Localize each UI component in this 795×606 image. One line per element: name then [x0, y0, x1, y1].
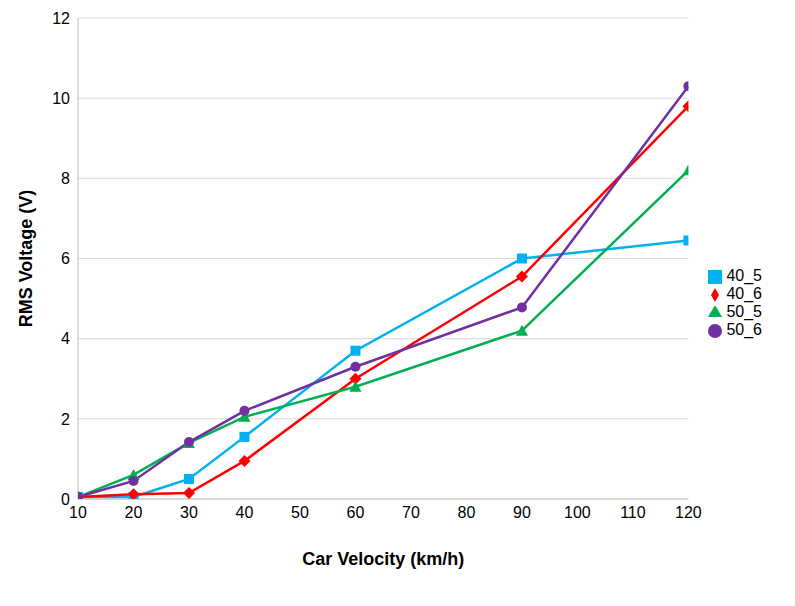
svg-text:10: 10	[69, 504, 87, 521]
svg-text:120: 120	[675, 504, 702, 521]
svg-text:110: 110	[620, 504, 646, 521]
svg-text:10: 10	[52, 90, 70, 107]
svg-text:RMS Voltage (V): RMS Voltage (V)	[16, 190, 36, 328]
svg-text:100: 100	[564, 504, 591, 521]
html-text:50_6: 50_6	[726, 321, 762, 338]
svg-text:0: 0	[61, 491, 70, 508]
svg-text:90: 90	[513, 504, 531, 521]
html-text:50_5: 50_5	[726, 303, 762, 320]
svg-text:6: 6	[61, 250, 70, 267]
svg-text:Car Velocity (km/h): Car Velocity (km/h)	[302, 549, 464, 569]
svg-text:70: 70	[402, 504, 420, 521]
svg-text:20: 20	[125, 504, 143, 521]
svg-text:60: 60	[347, 504, 365, 521]
svg-text:12: 12	[52, 10, 70, 27]
svg-text:2: 2	[61, 411, 70, 428]
svg-text:40: 40	[236, 504, 254, 521]
svg-text:80: 80	[458, 504, 476, 521]
svg-text:4: 4	[61, 330, 70, 347]
svg-text:30: 30	[180, 504, 198, 521]
html-text:40_5: 40_5	[726, 267, 762, 284]
svg-text:50: 50	[291, 504, 309, 521]
svg-text:8: 8	[61, 170, 70, 187]
html-text:40_6: 40_6	[726, 285, 762, 302]
